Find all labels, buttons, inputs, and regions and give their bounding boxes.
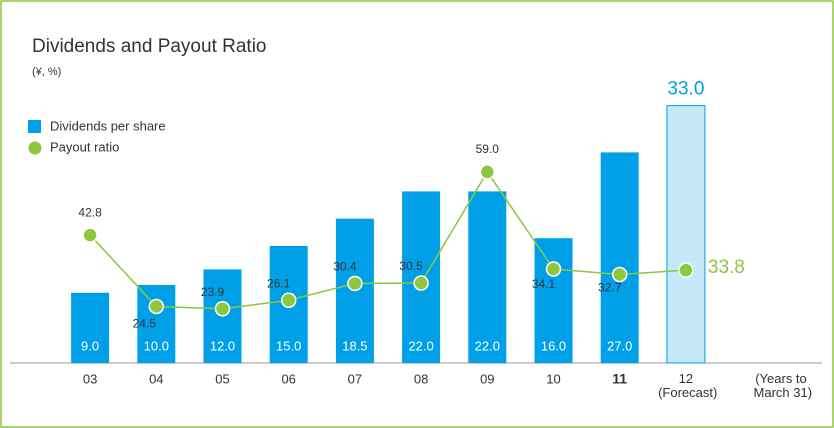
payout-point bbox=[479, 164, 496, 180]
bar bbox=[468, 191, 507, 363]
x-tick-label: 03 bbox=[83, 371, 97, 386]
legend-label: Dividends per share bbox=[50, 118, 166, 133]
payout-point bbox=[545, 261, 562, 277]
line-value-label: 30.4 bbox=[333, 260, 357, 274]
line-value-label: 42.8 bbox=[78, 205, 102, 219]
bar bbox=[534, 238, 573, 363]
line-value-label: 30.5 bbox=[399, 259, 423, 273]
x-tick-label: 04 bbox=[149, 371, 163, 386]
x-tick-label: 12 (Forecast) bbox=[654, 371, 717, 400]
bar-value-label: 22.0 bbox=[408, 338, 433, 353]
bar-value-label: 18.5 bbox=[342, 338, 367, 353]
x-tick-label: 05 bbox=[215, 371, 229, 386]
x-axis-note: (Years to March 31) bbox=[750, 371, 812, 400]
line-value-label: 34.1 bbox=[532, 277, 556, 291]
payout-point bbox=[611, 266, 628, 283]
payout-point bbox=[280, 292, 297, 308]
line-value-label: 33.8 bbox=[708, 257, 745, 278]
bar-value-label: 27.0 bbox=[607, 338, 632, 353]
payout-point bbox=[82, 227, 98, 243]
payout-point bbox=[148, 298, 165, 315]
line-value-label: 26.1 bbox=[267, 276, 291, 290]
bar bbox=[666, 105, 706, 364]
payout-point bbox=[214, 301, 231, 317]
bar bbox=[600, 152, 639, 363]
bar-value-label: 10.0 bbox=[144, 338, 169, 353]
x-tick-label: 09 bbox=[480, 371, 494, 386]
x-tick-label: 11 bbox=[612, 371, 627, 387]
payout-point bbox=[347, 275, 363, 292]
bar bbox=[137, 285, 176, 363]
payout-point bbox=[413, 275, 429, 291]
bar-value-label: 15.0 bbox=[276, 338, 301, 353]
bar-value-label: 33.0 bbox=[667, 79, 704, 100]
bar bbox=[71, 292, 110, 363]
x-tick-label: 06 bbox=[281, 371, 295, 386]
payout-line bbox=[89, 170, 686, 310]
x-tick-label: 07 bbox=[348, 371, 362, 386]
chart-title: Dividends and Payout Ratio bbox=[32, 36, 266, 57]
legend-swatch-bar bbox=[28, 120, 41, 133]
bar-value-label: 22.0 bbox=[475, 338, 500, 353]
legend-label: Payout ratio bbox=[50, 139, 119, 154]
x-tick-label: 08 bbox=[414, 371, 428, 386]
line-value-label: 23.9 bbox=[201, 285, 225, 299]
x-tick-label: 10 bbox=[546, 371, 560, 386]
chart-subtitle: (¥, %) bbox=[32, 66, 61, 78]
bar-value-label: 12.0 bbox=[210, 338, 235, 353]
line-value-label: 32.7 bbox=[598, 281, 622, 295]
line-value-label: 59.0 bbox=[476, 142, 500, 156]
bar-value-label: 16.0 bbox=[541, 338, 566, 353]
payout-point bbox=[678, 262, 694, 278]
line-value-label: 24.5 bbox=[133, 317, 157, 331]
legend-swatch-line bbox=[28, 141, 42, 155]
bar-value-label: 9.0 bbox=[81, 338, 99, 353]
